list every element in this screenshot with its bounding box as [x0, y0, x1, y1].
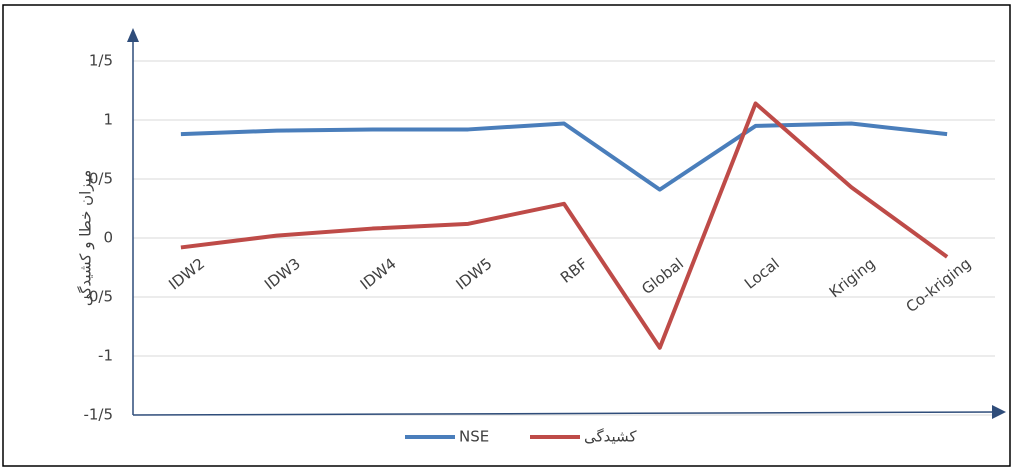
- x-tick-label: Local: [741, 255, 783, 293]
- x-tick-label: IDW5: [453, 255, 496, 294]
- series-line: [180, 101, 949, 350]
- y-tick-label: -1/5: [83, 406, 113, 424]
- y-axis-title: میزان خطا و کشیدگی: [77, 170, 95, 306]
- x-axis-arrow: [992, 405, 1006, 419]
- x-axis: [132, 411, 999, 416]
- y-tick-label: -1: [98, 347, 113, 365]
- y-axis-arrow: [127, 28, 139, 42]
- y-tick-label: 1/5: [89, 52, 113, 70]
- x-tick-label: IDW4: [357, 255, 400, 294]
- series-line: [180, 121, 948, 192]
- x-tick-label: Co-kriging: [903, 255, 975, 317]
- frame: [2, 4, 1011, 467]
- legend-label: NSE: [459, 428, 489, 446]
- legend-label: کشیدگی: [584, 428, 637, 446]
- y-tick-label: -0/5: [83, 288, 113, 306]
- x-tick-label: IDW2: [165, 255, 208, 294]
- y-tick-label: 1: [103, 111, 113, 129]
- x-tick-label: RBF: [557, 255, 591, 287]
- y-tick-label: 0: [103, 229, 113, 247]
- x-tick-label: Kriging: [826, 255, 879, 302]
- x-tick-label: IDW3: [261, 255, 304, 294]
- y-tick-label: 0/5: [89, 170, 113, 188]
